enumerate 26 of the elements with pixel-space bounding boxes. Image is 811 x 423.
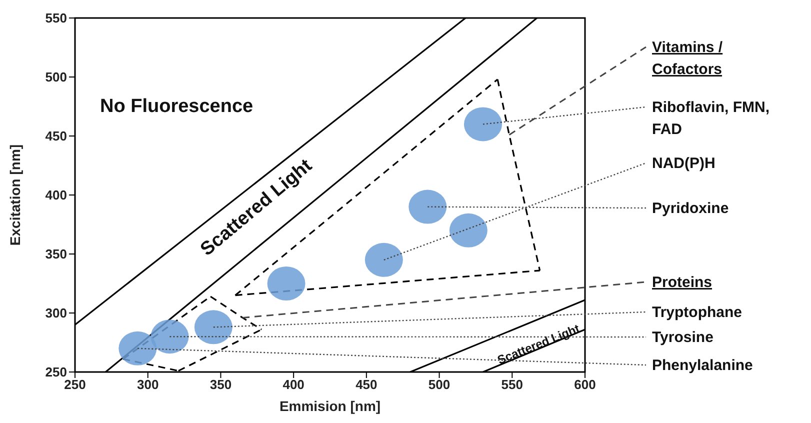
x-tick-label: 350: [210, 377, 232, 392]
y-tick-label: 300: [45, 306, 67, 321]
annotation: No Fluorescence: [100, 96, 254, 117]
annotation: NAD(P)H: [652, 155, 716, 172]
y-tick-label: 550: [45, 10, 67, 26]
x-tick-label: 300: [137, 377, 159, 392]
annotation: Pyridoxine: [652, 200, 729, 217]
annotation: Vitamins / Cofactors: [652, 39, 724, 78]
annotation: Tryptophane: [652, 304, 742, 321]
y-tick-label: 450: [45, 128, 67, 144]
x-tick-label: 500: [428, 377, 450, 392]
annotation: Riboflavin, FMN, FAD: [652, 99, 770, 138]
x-tick-label: 600: [574, 377, 596, 392]
x-axis-title: Emmision [nm]: [279, 398, 381, 414]
annotation: Tyrosine: [652, 329, 714, 346]
x-tick-label: 450: [356, 377, 378, 392]
x-tick-label: 550: [501, 377, 523, 392]
y-tick-label: 250: [45, 364, 67, 380]
y-tick-label: 350: [45, 246, 67, 262]
y-axis-title: Excitation [nm]: [7, 144, 23, 246]
x-tick-label: 250: [64, 377, 86, 392]
annotation: Proteins: [652, 274, 712, 291]
y-tick-label: 500: [45, 70, 67, 85]
x-tick-label: 400: [282, 377, 304, 392]
annotation: Phenylalanine: [652, 357, 753, 374]
y-tick-label: 400: [45, 188, 67, 203]
